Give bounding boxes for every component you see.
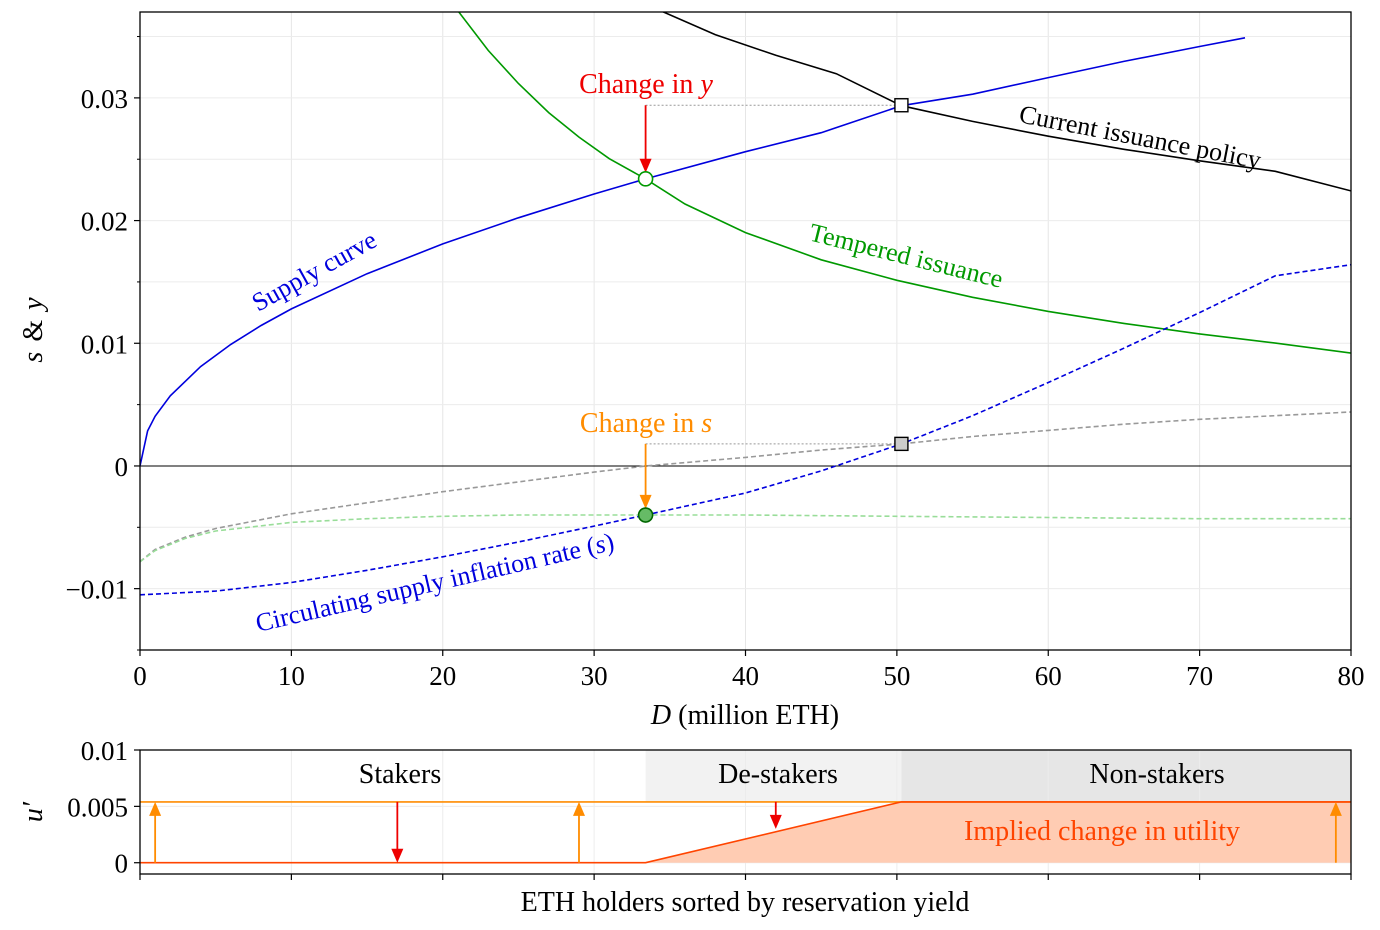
y-axis-ticks: −0.01 0 0.01 0.02 0.03 (66, 36, 140, 651)
bottom-y-tick-label: 0.01 (81, 736, 128, 766)
x-tick-label: 40 (732, 661, 759, 691)
utility-arrow-5 (1329, 801, 1342, 863)
series-tempered-issuance-s (140, 514, 1351, 563)
bottom-y-ticks: 0 0.005 0.01 (67, 736, 140, 879)
series-circulating-supply-inflation-rate-s (140, 263, 1351, 596)
x-tick-label: 20 (429, 661, 456, 691)
supply-curve-label: Supply curve (247, 225, 382, 317)
utility-arrow-2 (391, 801, 404, 863)
point-current-s (894, 436, 909, 452)
series-tempered-issuance (457, 12, 1351, 354)
bottom-chart: 0 0.005 0.01 Stakers De-stakers Non-staker… (18, 736, 1352, 918)
y-axis-label-y: y (18, 297, 49, 313)
arrow-change-y (639, 105, 652, 173)
x-tick-label: 80 (1338, 661, 1365, 691)
region-label-de-stakers: De-stakers (718, 759, 838, 790)
x-axis-label-var: D (650, 700, 671, 731)
y-tick-label: 0.01 (81, 329, 128, 359)
region-de-stakers (645, 750, 902, 802)
utility-arrow-1 (149, 801, 162, 863)
implied-change-label: Implied change in utility (964, 816, 1240, 847)
x-axis-label-rest: (million ETH) (671, 700, 839, 731)
guide-lines (645, 104, 902, 445)
x-tick-label: 30 (581, 661, 608, 691)
x-tick-label: 50 (883, 661, 910, 691)
series-current-issuance-policy (661, 12, 1351, 192)
change-in-y-label: Change in y (579, 69, 713, 100)
bottom-series-implied-change (140, 801, 1351, 864)
main-grid (139, 12, 1352, 651)
point-tempered-equilibrium (637, 171, 654, 187)
x-tick-label: 10 (278, 661, 305, 691)
y-tick-label: −0.01 (66, 575, 128, 605)
change-in-y-prefix: Change in (579, 69, 700, 100)
implied-change-area (645, 801, 1351, 863)
utility-arrow-4 (769, 801, 782, 829)
circulating-supply-label: Circulating supply inflation rate (s) (253, 527, 617, 638)
arrow-change-s (639, 443, 652, 509)
change-in-s-label: Change in s (580, 408, 712, 439)
point-tempered-s (637, 507, 654, 523)
series-supply-curve (140, 37, 1246, 467)
y-axis-label: s & y (18, 297, 49, 363)
region-label-stakers: Stakers (359, 759, 441, 790)
bottom-y-tick-label: 0 (115, 849, 129, 879)
change-arrows (639, 105, 652, 509)
change-in-y-var: y (697, 69, 713, 100)
equilibrium-points (637, 98, 909, 523)
series-current-issuance-s (140, 411, 1351, 563)
utility-change-fill (645, 801, 1351, 863)
bottom-y-axis-label: u′ (18, 801, 49, 822)
y-axis-label-amp: & (18, 320, 49, 342)
y-tick-label: 0.02 (81, 207, 128, 237)
circulating-supply-label-prefix: Circulating supply inflation rate ( (253, 531, 599, 638)
change-in-s-var: s (701, 408, 712, 439)
utility-arrow-3 (572, 801, 585, 863)
region-label-non-stakers: Non-stakers (1089, 759, 1224, 790)
main-chart: 0 10 20 30 40 50 60 70 80 −0.01 0 0.01 0.02 0.03 Sup… (18, 11, 1365, 731)
bottom-series (140, 801, 1351, 864)
y-axis-label-s: s (18, 352, 49, 363)
x-tick-label: 70 (1186, 661, 1213, 691)
bottom-y-tick-label: 0.005 (67, 792, 128, 822)
y-tick-label: 0.03 (81, 84, 128, 114)
x-axis-label: D (million ETH) (650, 700, 839, 731)
x-tick-label: 0 (133, 661, 147, 691)
bottom-x-axis-label: ETH holders sorted by reservation yield (521, 887, 970, 918)
region-stakers (140, 750, 646, 802)
x-axis-ticks: 0 10 20 30 40 50 60 70 80 (133, 650, 1365, 691)
bottom-x-ticks (139, 874, 1352, 880)
region-non-stakers (901, 750, 1351, 802)
point-current-equilibrium (894, 98, 909, 113)
x-tick-label: 60 (1035, 661, 1062, 691)
change-in-s-prefix: Change in (580, 408, 701, 439)
holder-regions (140, 750, 1351, 802)
y-tick-label: 0 (115, 452, 129, 482)
main-series (140, 12, 1351, 596)
utility-arrows (149, 801, 1342, 863)
